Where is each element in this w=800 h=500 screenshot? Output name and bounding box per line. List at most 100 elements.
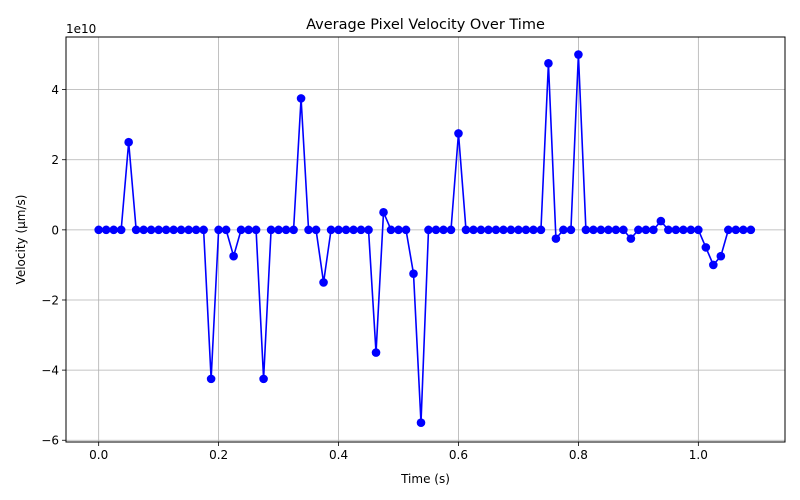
data-point: [401, 225, 411, 235]
data-point: [634, 225, 643, 235]
data-point: [731, 225, 741, 235]
data-point: [596, 225, 606, 235]
data-point: [656, 216, 666, 226]
data-point: [101, 225, 111, 235]
data-point: [94, 225, 103, 235]
data-point: [491, 225, 501, 235]
data-point: [416, 418, 426, 428]
data-point: [709, 260, 718, 270]
data-point: [274, 225, 283, 235]
data-point: [289, 225, 298, 235]
data-point: [251, 225, 261, 235]
x-tick-label: 0.0: [89, 448, 108, 462]
data-point: [394, 225, 403, 235]
data-point: [326, 225, 336, 235]
data-point: [109, 225, 118, 235]
data-point: [116, 225, 126, 235]
data-point: [544, 58, 553, 68]
x-tick-label: 0.6: [449, 448, 468, 462]
data-point: [296, 94, 306, 103]
data-point: [311, 225, 321, 235]
data-point: [364, 225, 373, 235]
data-point: [446, 225, 456, 235]
data-point: [454, 129, 463, 138]
y-tick-label: −4: [41, 364, 59, 378]
data-point: [694, 225, 703, 235]
data-point: [161, 225, 171, 235]
data-point: [686, 225, 696, 235]
x-tick-label: 1.0: [689, 448, 708, 462]
data-point: [611, 225, 621, 235]
data-point: [439, 225, 448, 235]
data-point: [536, 225, 546, 235]
data-point: [169, 225, 178, 235]
data-point: [191, 225, 201, 235]
y-tick-label: −2: [41, 293, 59, 307]
data-point: [386, 225, 396, 235]
y-axis-offset-text: 1e10: [66, 22, 96, 36]
data-point: [716, 251, 726, 261]
data-point: [664, 225, 673, 235]
data-point: [461, 225, 471, 235]
data-point: [304, 225, 313, 235]
data-point: [409, 269, 418, 278]
data-point: [626, 234, 636, 243]
data-point: [184, 225, 193, 235]
data-point: [484, 225, 493, 235]
data-point: [124, 137, 133, 147]
x-tick-label: 0.2: [209, 448, 228, 462]
data-point: [581, 225, 591, 235]
data-point: [281, 225, 291, 235]
x-tick-label: 0.4: [329, 448, 348, 462]
data-point: [244, 225, 253, 235]
y-tick-label: 2: [51, 153, 59, 167]
data-point: [529, 225, 538, 235]
y-tick-label: 4: [51, 83, 59, 97]
data-point: [146, 225, 156, 235]
data-point: [619, 225, 628, 235]
data-point: [154, 225, 163, 235]
data-point: [319, 278, 328, 287]
data-point: [724, 225, 733, 235]
data-point: [521, 225, 531, 235]
data-point: [199, 225, 208, 235]
chart-title: Average Pixel Velocity Over Time: [306, 17, 545, 33]
data-point: [559, 225, 568, 235]
data-point: [176, 225, 186, 235]
y-axis-label: Velocity (µm/s): [14, 195, 28, 285]
data-point: [424, 225, 433, 235]
data-point: [739, 225, 748, 235]
series-group: [94, 50, 756, 428]
y-tick-label: −6: [41, 434, 59, 448]
data-point: [139, 225, 148, 235]
data-point: [371, 348, 381, 357]
data-point: [499, 225, 508, 235]
x-tick-label: 0.8: [569, 448, 588, 462]
data-point: [566, 225, 576, 235]
data-point: [514, 225, 523, 235]
data-point: [551, 234, 561, 243]
data-point: [131, 225, 141, 235]
data-point: [641, 225, 651, 235]
data-point: [431, 225, 441, 235]
data-point: [349, 225, 358, 235]
axis-ticks: 0.0 0.2 0.4 0.6 0.8 1.0 −6 −4 −2 0 2 4: [41, 83, 708, 462]
data-point: [604, 225, 613, 235]
data-point: [236, 225, 246, 235]
data-point: [341, 225, 351, 235]
data-point: [574, 50, 583, 59]
y-tick-label: 0: [51, 223, 59, 237]
data-point: [701, 243, 711, 252]
data-point: [469, 225, 478, 235]
data-point: [746, 225, 756, 235]
data-point: [221, 225, 231, 235]
data-point: [356, 225, 366, 235]
data-point: [589, 225, 598, 235]
x-axis-label: Time (s): [400, 472, 450, 486]
data-point: [229, 251, 238, 261]
data-point: [649, 225, 658, 235]
data-point: [506, 225, 516, 235]
